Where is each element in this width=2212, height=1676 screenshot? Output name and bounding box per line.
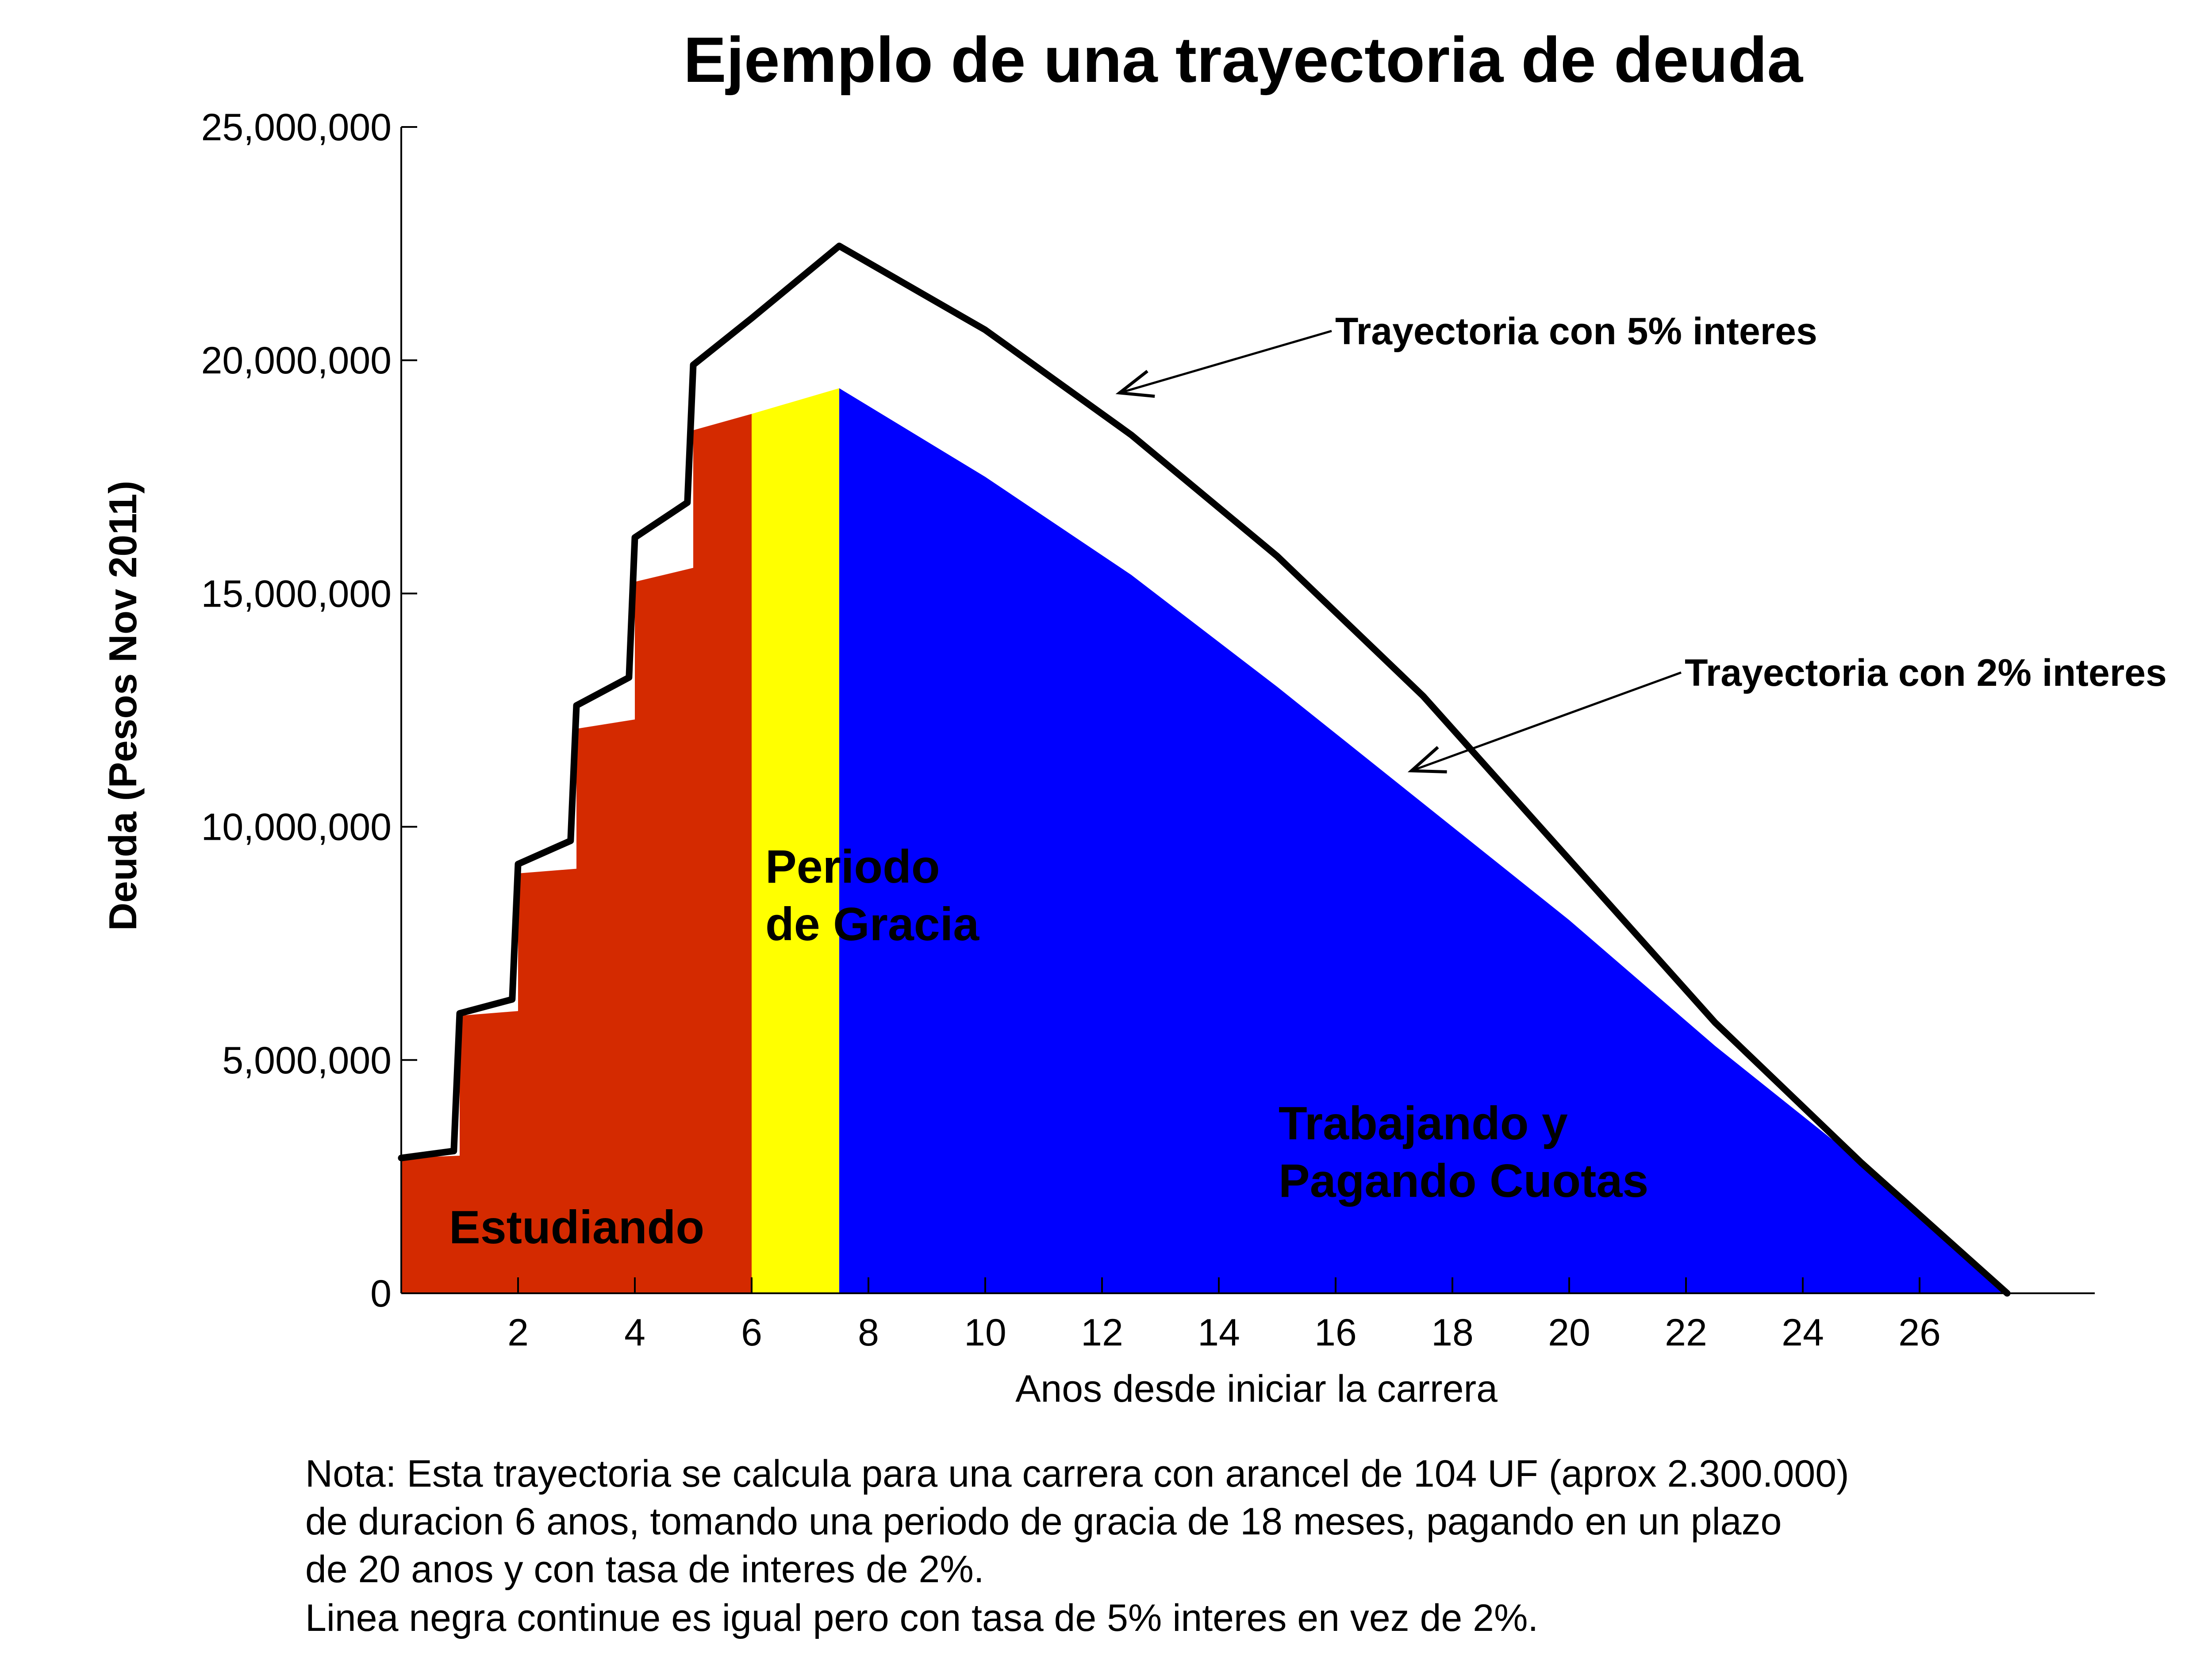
annotation-arrowhead: [1407, 746, 1447, 774]
axes: [400, 127, 2095, 1294]
x-tick-label: 14: [1198, 1311, 1240, 1354]
x-tick-label: 8: [858, 1311, 879, 1354]
x-tick-label: 24: [1782, 1311, 1824, 1354]
x-axis-label: Anos desde iniciar la carrera: [1015, 1368, 1498, 1410]
area-series-3: [839, 388, 2007, 1293]
region-label: Pagando Cuotas: [1279, 1155, 1648, 1207]
line-series-5pct: [398, 242, 2011, 1297]
x-tick-label: 4: [624, 1311, 645, 1354]
y-axis-label: Deuda (Pesos Nov 2011): [101, 481, 145, 930]
area-layer: [401, 388, 2007, 1293]
note-line: Nota: Esta trayectoria se calcula para u…: [305, 1453, 1849, 1495]
x-tick-label: 16: [1314, 1311, 1357, 1354]
x-tick-label: 22: [1665, 1311, 1707, 1354]
annotation-label: Trayectoria con 5% interes: [1335, 310, 1817, 353]
y-tick-label: 5,000,000: [222, 1039, 392, 1082]
note-line: de 20 anos y con tasa de interes de 2%.: [305, 1548, 984, 1591]
x-tick-label: 26: [1898, 1311, 1941, 1354]
region-label: Estudiando: [449, 1201, 704, 1253]
chart-title: Ejemplo de una trayectoria de deuda: [684, 24, 1803, 96]
area-series-1: [401, 414, 752, 1293]
x-tick-label: 12: [1081, 1311, 1123, 1354]
x-tick-label: 18: [1431, 1311, 1474, 1354]
annotation-arrow-line: [1119, 330, 1332, 394]
region-label: Trabajando y: [1279, 1097, 1568, 1149]
y-tick-label: 0: [370, 1272, 392, 1315]
y-tick-label: 15,000,000: [201, 573, 392, 615]
area-series-2: [752, 388, 839, 1293]
x-tick-label: 6: [741, 1311, 762, 1354]
y-tick-label: 25,000,000: [201, 106, 392, 149]
annotation-arrow-line: [1411, 671, 1682, 772]
annotation-arrowhead: [1115, 369, 1155, 398]
x-tick-label: 10: [964, 1311, 1006, 1354]
annotation-label: Trayectoria con 2% interes: [1685, 652, 2167, 694]
y-tick-label: 10,000,000: [201, 806, 392, 849]
x-tick-label: 20: [1548, 1311, 1590, 1354]
region-label: de Gracia: [765, 898, 979, 950]
note-line: de duracion 6 anos, tomando una periodo …: [305, 1500, 1782, 1543]
tick-layer: 0 5,000,000 10,000,000 15,000,000 20,000,000…: [201, 106, 1941, 1354]
y-tick-label: 20,000,000: [201, 339, 392, 382]
x-tick-label: 2: [507, 1311, 529, 1354]
line-layer: [398, 242, 2011, 1297]
footnote: Nota: Esta trayectoria se calcula para u…: [305, 1453, 1849, 1639]
region-label: Periodo: [765, 841, 940, 893]
note-line: Linea negra continue es igual pero con t…: [305, 1597, 1538, 1639]
